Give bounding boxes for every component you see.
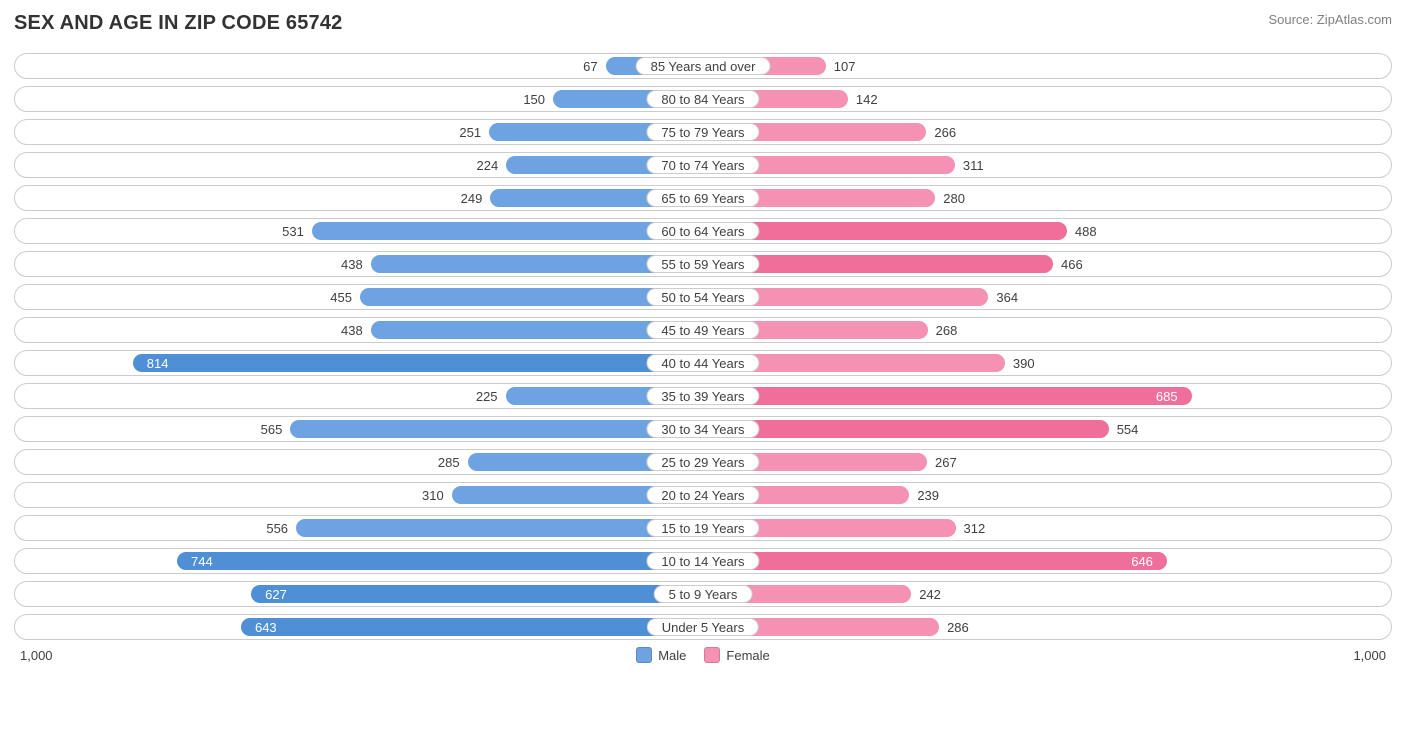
male-value: 67 [583, 54, 605, 78]
age-group-label: Under 5 Years [647, 618, 759, 636]
female-value: 267 [927, 450, 957, 474]
chart-header: SEX AND AGE IN ZIP CODE 65742 Source: Zi… [14, 12, 1392, 35]
female-value: 286 [939, 615, 969, 639]
male-value: 565 [261, 417, 291, 441]
female-value: 466 [1053, 252, 1083, 276]
pyramid-row: 643 286 Under 5 Years [14, 614, 1392, 640]
female-value: 268 [928, 318, 958, 342]
pyramid-row: 74464610 to 14 Years [14, 548, 1392, 574]
age-group-label: 10 to 14 Years [646, 552, 759, 570]
female-value: 554 [1109, 417, 1139, 441]
female-bar [703, 420, 1109, 438]
pyramid-row: 627 242 5 to 9 Years [14, 581, 1392, 607]
age-group-label: 65 to 69 Years [646, 189, 759, 207]
male-value: 249 [461, 186, 491, 210]
female-value: 311 [955, 153, 984, 177]
pyramid-row: 438 466 55 to 59 Years [14, 251, 1392, 277]
female-value: 107 [826, 54, 856, 78]
axis-max-right: 1,000 [1353, 648, 1386, 663]
legend-male: Male [636, 647, 686, 663]
age-group-label: 85 Years and over [636, 57, 771, 75]
male-value: 455 [330, 285, 360, 309]
male-value: 150 [523, 87, 553, 111]
female-value: 266 [926, 120, 956, 144]
female-value: 280 [935, 186, 965, 210]
female-value: 646 [703, 549, 1167, 573]
age-group-label: 50 to 54 Years [646, 288, 759, 306]
pyramid-row: 150 142 80 to 84 Years [14, 86, 1392, 112]
chart-source: Source: ZipAtlas.com [1268, 12, 1392, 27]
male-value: 285 [438, 450, 468, 474]
age-group-label: 70 to 74 Years [646, 156, 759, 174]
pyramid-row: 224 311 70 to 74 Years [14, 152, 1392, 178]
pyramid-row: 67 107 85 Years and over [14, 53, 1392, 79]
male-swatch-icon [636, 647, 652, 663]
pyramid-row: 251 266 75 to 79 Years [14, 119, 1392, 145]
chart-title: SEX AND AGE IN ZIP CODE 65742 [14, 12, 343, 35]
legend: Male Female [636, 647, 770, 663]
pyramid-rows: 67 107 85 Years and over 150 142 80 to 84 Yea… [14, 53, 1392, 640]
legend-male-label: Male [658, 648, 686, 663]
pyramid-row: 814 390 40 to 44 Years [14, 350, 1392, 376]
age-group-label: 75 to 79 Years [646, 123, 759, 141]
male-bar [296, 519, 703, 537]
pyramid-row: 438 268 45 to 49 Years [14, 317, 1392, 343]
female-value: 364 [988, 285, 1018, 309]
pyramid-row: 310 239 20 to 24 Years [14, 482, 1392, 508]
male-value: 643 [241, 615, 703, 639]
female-value: 239 [909, 483, 939, 507]
male-value: 438 [341, 318, 371, 342]
pyramid-row: 225 68535 to 39 Years [14, 383, 1392, 409]
age-group-label: 15 to 19 Years [646, 519, 759, 537]
age-group-label: 25 to 29 Years [646, 453, 759, 471]
male-value: 310 [422, 483, 452, 507]
male-value: 224 [476, 153, 506, 177]
age-group-label: 45 to 49 Years [646, 321, 759, 339]
age-group-label: 30 to 34 Years [646, 420, 759, 438]
pyramid-row: 285 267 25 to 29 Years [14, 449, 1392, 475]
male-value: 225 [476, 384, 506, 408]
axis-max-left: 1,000 [20, 648, 53, 663]
age-group-label: 55 to 59 Years [646, 255, 759, 273]
female-value: 312 [956, 516, 986, 540]
male-value: 814 [133, 351, 703, 375]
legend-female: Female [704, 647, 769, 663]
chart-footer: 1,000 Male Female 1,000 [14, 647, 1392, 663]
male-value: 438 [341, 252, 371, 276]
female-value: 488 [1067, 219, 1097, 243]
age-group-label: 5 to 9 Years [654, 585, 753, 603]
pyramid-row: 531 488 60 to 64 Years [14, 218, 1392, 244]
age-group-label: 80 to 84 Years [646, 90, 759, 108]
pyramid-row: 249 280 65 to 69 Years [14, 185, 1392, 211]
male-value: 627 [251, 582, 703, 606]
age-group-label: 40 to 44 Years [646, 354, 759, 372]
legend-female-label: Female [726, 648, 769, 663]
female-swatch-icon [704, 647, 720, 663]
female-value: 242 [911, 582, 941, 606]
male-value: 251 [459, 120, 489, 144]
female-value: 685 [703, 384, 1192, 408]
male-bar [312, 222, 703, 240]
male-bar [290, 420, 703, 438]
pyramid-row: 556 312 15 to 19 Years [14, 515, 1392, 541]
pyramid-row: 455 364 50 to 54 Years [14, 284, 1392, 310]
pyramid-row: 565 554 30 to 34 Years [14, 416, 1392, 442]
male-value: 744 [177, 549, 703, 573]
female-value: 142 [848, 87, 878, 111]
age-group-label: 60 to 64 Years [646, 222, 759, 240]
age-group-label: 20 to 24 Years [646, 486, 759, 504]
age-group-label: 35 to 39 Years [646, 387, 759, 405]
female-value: 390 [1005, 351, 1035, 375]
male-value: 556 [266, 516, 296, 540]
male-value: 531 [282, 219, 312, 243]
